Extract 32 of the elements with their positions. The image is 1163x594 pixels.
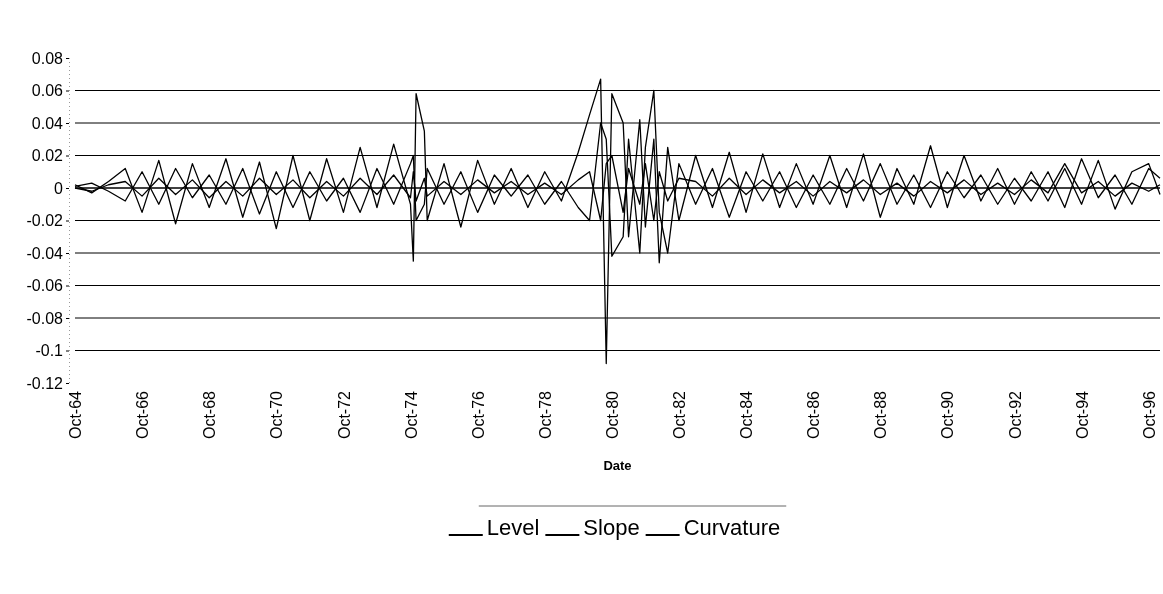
y-tick-label: 0.04 — [31, 114, 64, 132]
y-tick-label: 0.08 — [31, 49, 64, 67]
x-tick-label: Oct-92 — [1006, 390, 1024, 440]
x-axis-title: Date — [603, 458, 632, 473]
y-tick-label: 0.06 — [31, 82, 64, 100]
x-tick-label: Oct-94 — [1073, 390, 1091, 440]
legend-label: Level — [486, 515, 540, 540]
y-tick-label: -0.08 — [26, 309, 64, 327]
x-tick-label: Oct-78 — [536, 390, 554, 440]
x-tick-label: Oct-66 — [134, 390, 152, 440]
x-tick-label: Oct-76 — [469, 390, 487, 440]
y-tick-label: -0.12 — [26, 374, 64, 392]
x-tick-label: Oct-68 — [201, 390, 219, 440]
x-tick-label: Oct-82 — [671, 390, 689, 440]
y-tick-label: -0.04 — [26, 244, 64, 262]
y-tick-label: -0.1 — [35, 342, 64, 360]
y-tick-label: 0.02 — [31, 147, 64, 165]
x-tick-label: Oct-74 — [402, 390, 420, 440]
x-tick-label: Oct-70 — [268, 390, 286, 440]
x-tick-label: Oct-72 — [335, 390, 353, 440]
x-tick-label: Oct-84 — [738, 390, 756, 440]
x-tick-label: Oct-64 — [67, 390, 85, 440]
x-tick-label: Oct-90 — [939, 390, 957, 440]
y-tick-label: -0.02 — [26, 212, 64, 230]
y-tick-label: -0.06 — [26, 277, 64, 295]
y-tick-label: 0 — [54, 179, 64, 197]
legend-label: Curvature — [683, 515, 781, 540]
x-tick-label: Oct-86 — [805, 390, 823, 440]
x-tick-label: Oct-88 — [872, 390, 890, 440]
x-tick-label: Oct-80 — [603, 390, 621, 440]
legend-label: Slope — [583, 515, 640, 540]
x-tick-label: Oct-96 — [1140, 390, 1158, 440]
